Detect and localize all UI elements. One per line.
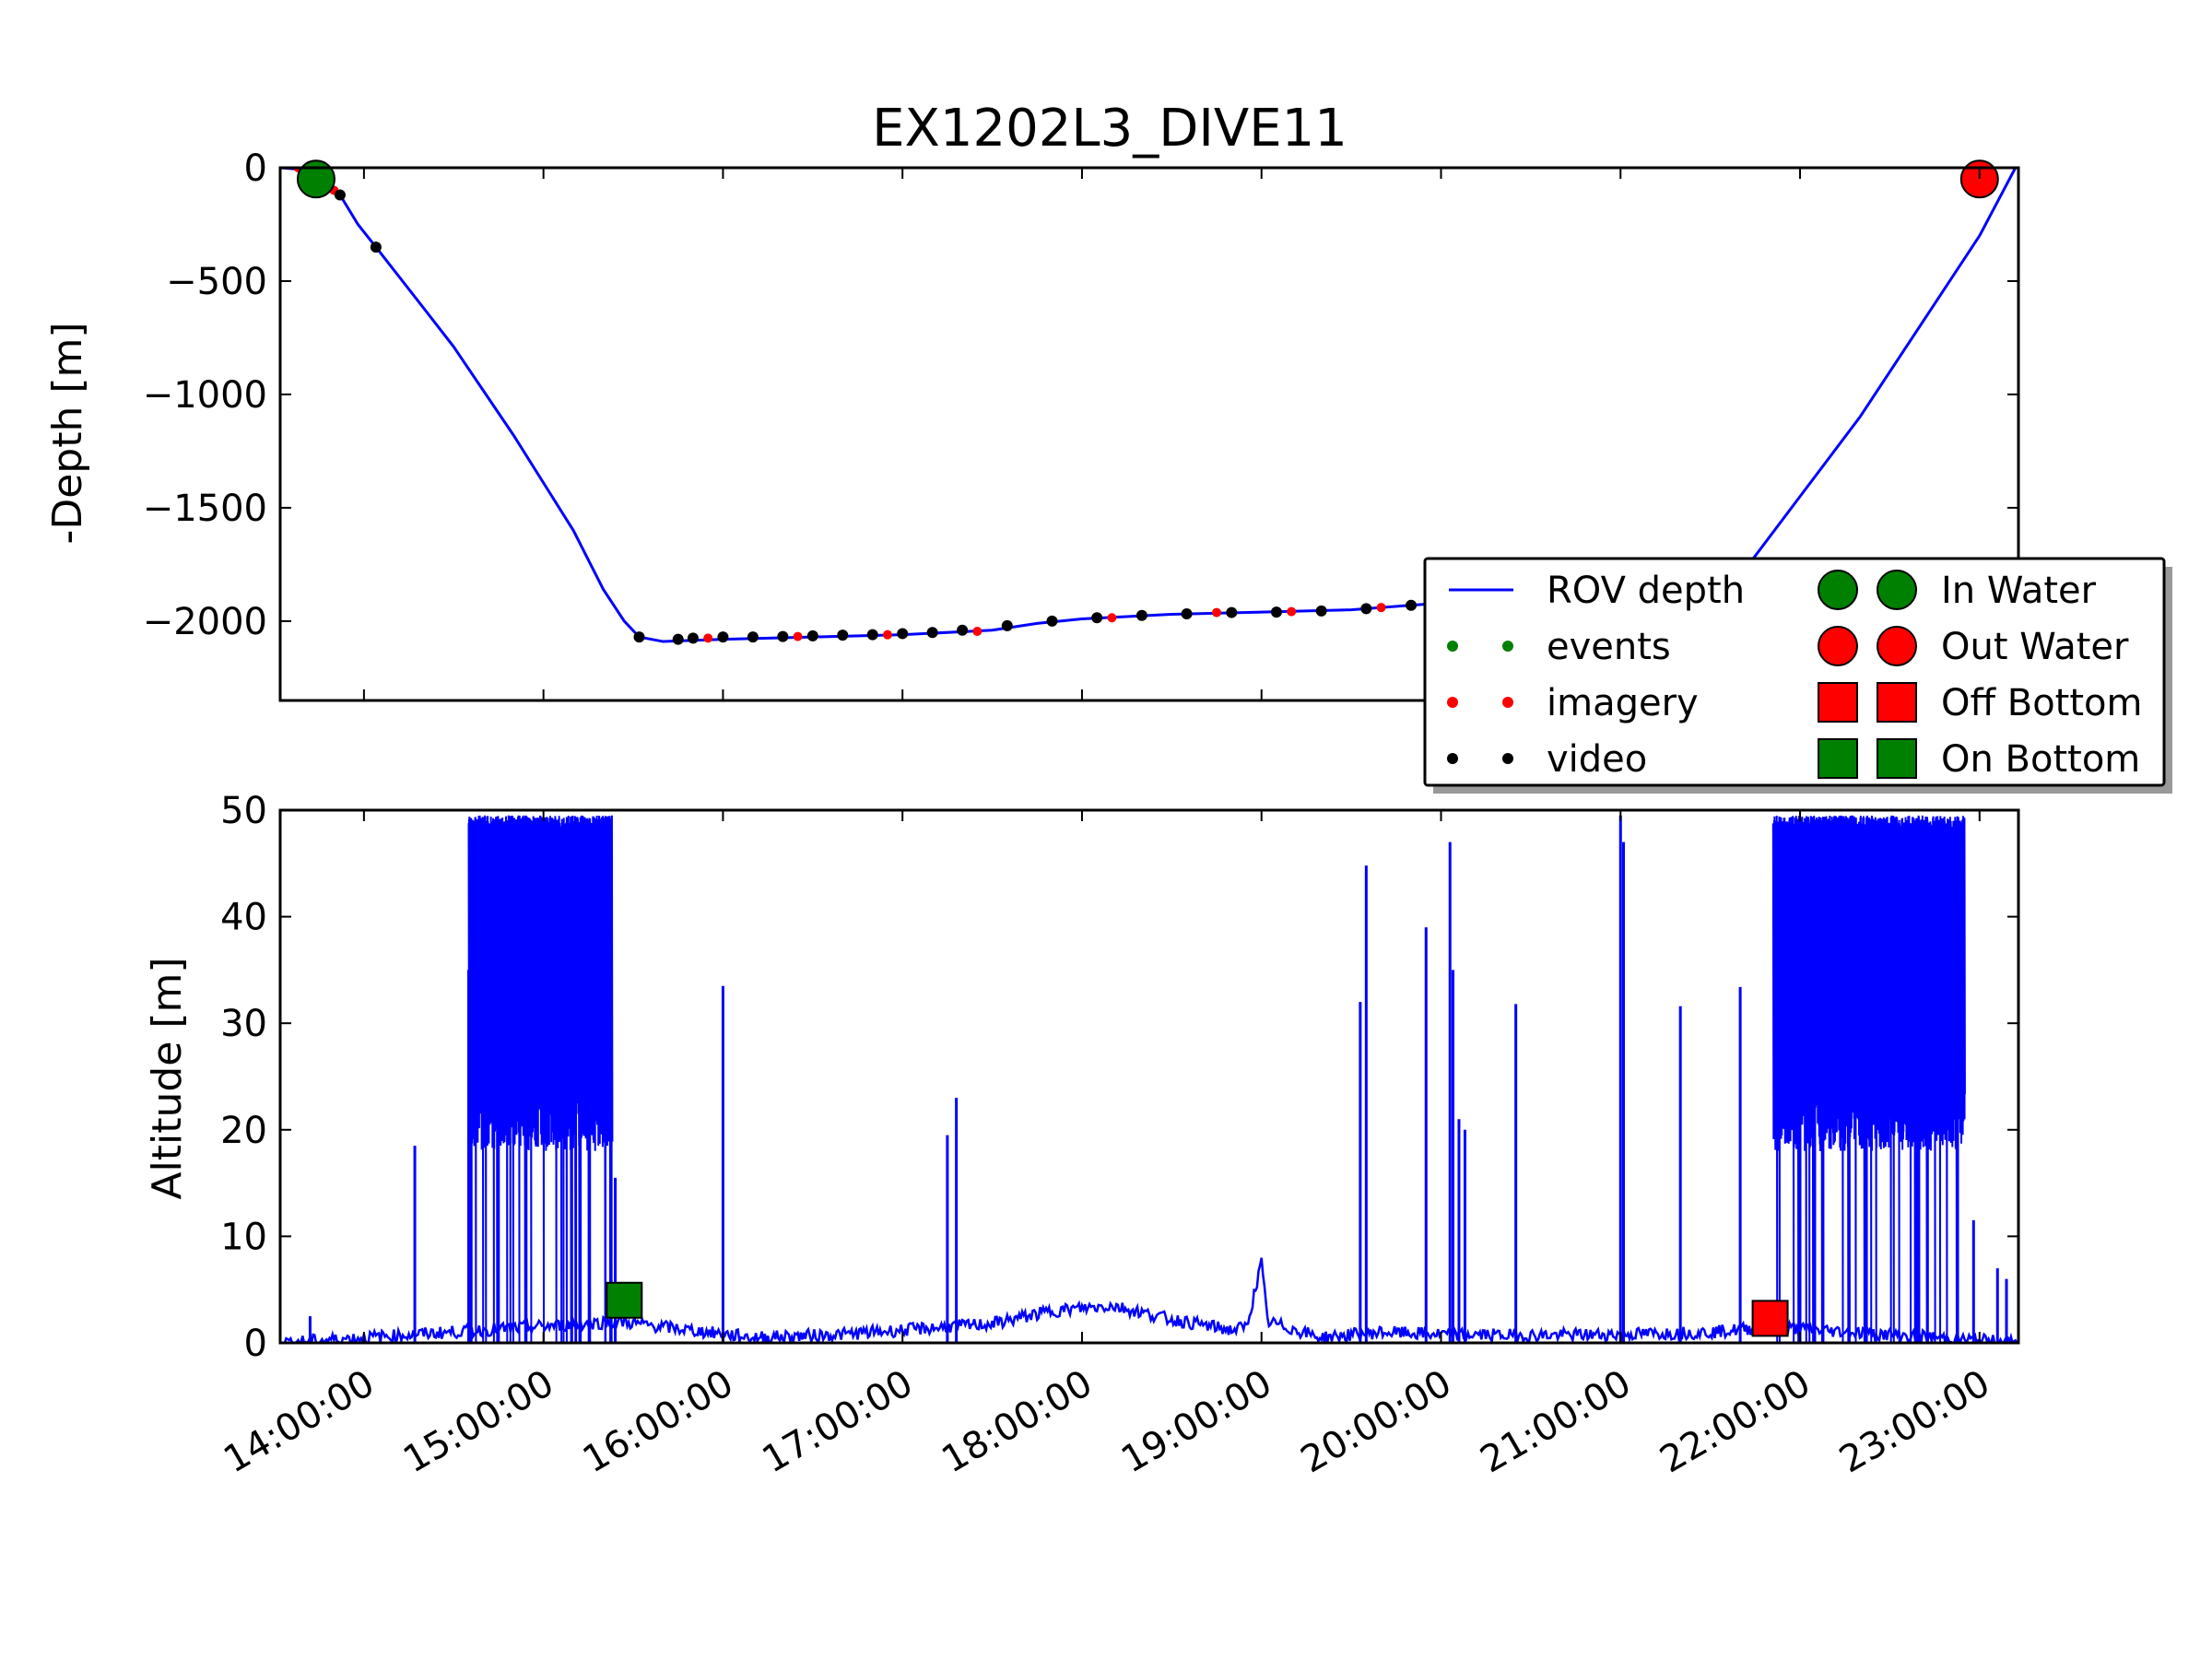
off-bottom-marker bbox=[1751, 1300, 1789, 1337]
depth-y-tick-label: −1500 bbox=[143, 488, 267, 530]
legend-off-bottom-swatch bbox=[1877, 682, 1917, 723]
legend-events-swatch bbox=[1502, 641, 1513, 652]
video-point bbox=[1270, 606, 1282, 618]
legend-video-swatch bbox=[1447, 753, 1458, 764]
altitude-panel: 0 10 20 30 40 50 bbox=[220, 790, 2020, 1365]
imagery-point bbox=[1376, 603, 1386, 613]
video-point bbox=[777, 630, 789, 642]
video-point bbox=[837, 629, 849, 641]
altitude-plot-frame bbox=[278, 808, 2020, 1345]
altitude-y-tick-label: 30 bbox=[220, 1003, 267, 1045]
video-point bbox=[1406, 599, 1418, 611]
video-point bbox=[1046, 615, 1058, 627]
legend-events-swatch bbox=[1447, 641, 1458, 652]
x-tick-label: 20:00:00 bbox=[1294, 1362, 1459, 1482]
legend-imagery-swatch bbox=[1447, 697, 1458, 708]
video-point bbox=[717, 631, 729, 643]
video-point bbox=[866, 629, 878, 641]
depth-plot-frame bbox=[278, 166, 2020, 702]
x-tick-label: 22:00:00 bbox=[1653, 1362, 1818, 1482]
legend-out-water-swatch bbox=[1877, 626, 1917, 666]
depth-y-tick-label: −500 bbox=[166, 261, 267, 303]
imagery-point bbox=[1287, 606, 1297, 617]
altitude-y-tick-label: 50 bbox=[220, 790, 267, 832]
video-point bbox=[957, 624, 969, 636]
legend-label-imagery: imagery bbox=[1547, 682, 1699, 724]
imagery-point bbox=[882, 629, 892, 640]
legend-in-water-swatch bbox=[1877, 570, 1917, 610]
x-tick-label: 15:00:00 bbox=[396, 1362, 561, 1482]
legend-in-water-swatch bbox=[1818, 570, 1858, 610]
video-point bbox=[1360, 603, 1372, 615]
imagery-point bbox=[1107, 613, 1117, 623]
legend: ROV depth events imagery video In Water Out W… bbox=[1423, 557, 2172, 794]
altitude-y-tick-label: 10 bbox=[220, 1216, 267, 1258]
legend-label-on-bottom: On Bottom bbox=[1941, 738, 2140, 781]
out-water-marker bbox=[1959, 159, 1999, 199]
on-bottom-marker bbox=[606, 1281, 643, 1319]
legend-off-bottom-swatch bbox=[1818, 682, 1858, 723]
legend-label-out-water: Out Water bbox=[1941, 626, 2129, 668]
x-tick-label: 18:00:00 bbox=[935, 1362, 1100, 1482]
altitude-y-tick-label: 20 bbox=[220, 1110, 267, 1152]
x-tick-label: 17:00:00 bbox=[756, 1362, 921, 1482]
in-water-marker bbox=[296, 159, 335, 199]
depth-y-tick-label: −1000 bbox=[143, 374, 267, 417]
video-point bbox=[672, 633, 684, 645]
imagery-point bbox=[703, 633, 713, 643]
depth-axis-label: -Depth [m] bbox=[44, 322, 91, 544]
video-point bbox=[926, 627, 938, 639]
altitude-noise-band bbox=[1771, 815, 1966, 1343]
legend-imagery-swatch bbox=[1502, 697, 1513, 708]
video-point bbox=[897, 628, 909, 640]
legend-video-swatch bbox=[1502, 753, 1513, 764]
imagery-point bbox=[972, 626, 982, 636]
x-tick-label: 21:00:00 bbox=[1474, 1362, 1639, 1482]
altitude-baseline bbox=[280, 1257, 2018, 1343]
altitude-axis-label: Altitude [m] bbox=[144, 957, 191, 1199]
altitude-noise-band bbox=[467, 815, 614, 1343]
depth-y-tick-label: −2000 bbox=[143, 601, 267, 643]
video-point bbox=[687, 632, 699, 644]
video-point bbox=[1135, 609, 1147, 621]
video-point bbox=[1315, 605, 1327, 617]
altitude-y-tick-label: 40 bbox=[220, 897, 267, 939]
legend-out-water-swatch bbox=[1818, 626, 1858, 666]
legend-label-events: events bbox=[1547, 626, 1671, 668]
legend-label-in-water: In Water bbox=[1941, 570, 2097, 612]
altitude-y-tick-label: 0 bbox=[244, 1323, 267, 1365]
depth-panel: 0 −500 −1000 −1500 −2000 bbox=[143, 147, 2020, 702]
legend-on-bottom-swatch bbox=[1877, 738, 1917, 779]
x-tick-label: 23:00:00 bbox=[1832, 1362, 1997, 1482]
video-point bbox=[633, 631, 645, 643]
legend-box bbox=[1423, 557, 2166, 787]
video-point bbox=[334, 189, 346, 201]
x-tick-label: 19:00:00 bbox=[1114, 1362, 1279, 1482]
video-point bbox=[1226, 606, 1238, 618]
legend-label-video: video bbox=[1547, 738, 1647, 781]
imagery-point bbox=[793, 631, 803, 641]
legend-label-off-bottom: Off Bottom bbox=[1941, 682, 2142, 724]
imagery-point bbox=[1212, 607, 1222, 618]
video-point bbox=[1001, 619, 1013, 631]
x-tick-label: 14:00:00 bbox=[217, 1362, 382, 1482]
depth-y-tick-label: 0 bbox=[244, 147, 267, 190]
video-point bbox=[747, 631, 759, 643]
video-point bbox=[1181, 608, 1193, 620]
chart-title: EX1202L3_DIVE11 bbox=[872, 99, 1347, 159]
video-point bbox=[370, 241, 382, 253]
video-point bbox=[806, 629, 818, 641]
video-point bbox=[1091, 612, 1103, 624]
legend-label-rov-depth: ROV depth bbox=[1547, 570, 1745, 612]
x-tick-label: 16:00:00 bbox=[576, 1362, 741, 1482]
legend-on-bottom-swatch bbox=[1818, 738, 1858, 779]
